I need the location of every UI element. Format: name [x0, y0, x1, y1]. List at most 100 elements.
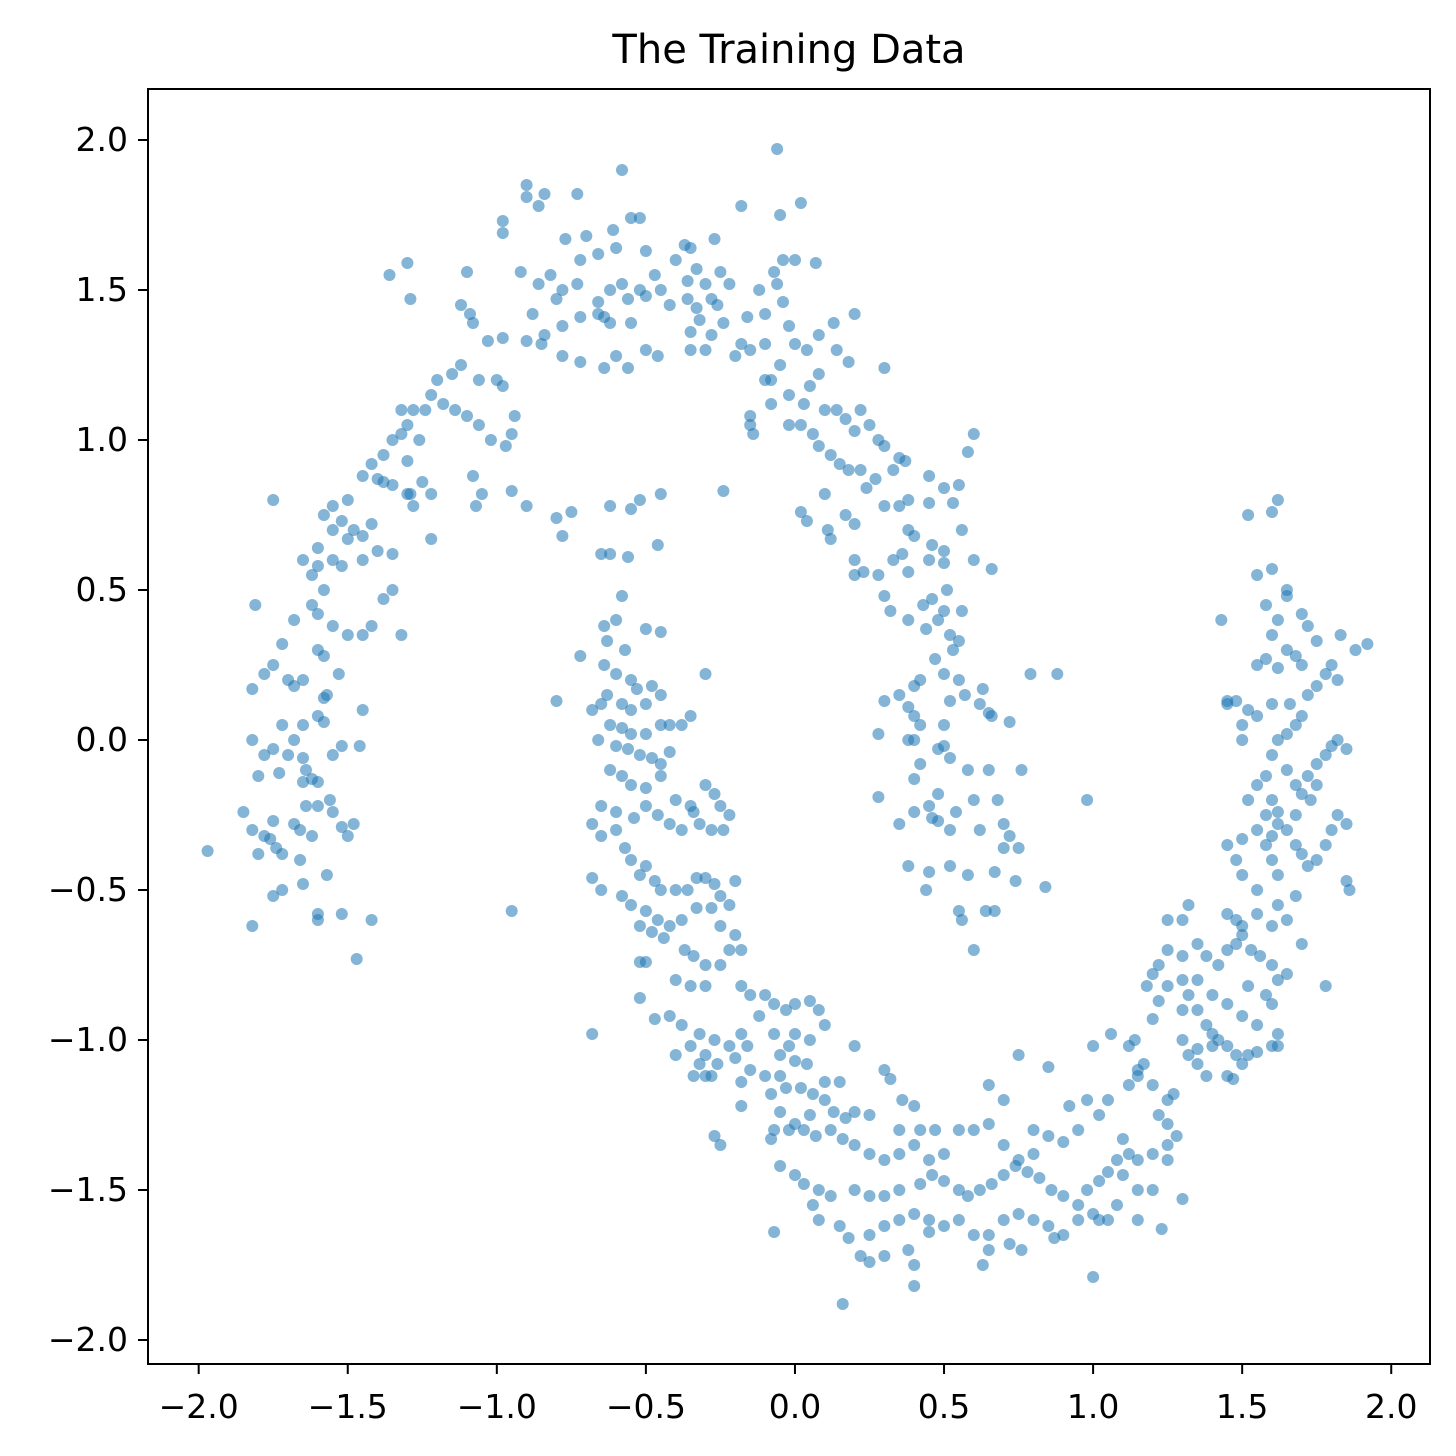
data-point: [854, 464, 867, 476]
data-point: [768, 1226, 781, 1238]
data-point: [335, 821, 348, 833]
data-point: [1176, 1004, 1189, 1016]
data-point: [902, 860, 915, 872]
data-point: [610, 806, 623, 818]
data-point: [639, 698, 652, 710]
data-point: [812, 1004, 825, 1016]
y-tick-label: 2.0: [76, 120, 128, 159]
data-point: [1167, 1088, 1180, 1100]
data-point: [663, 920, 676, 932]
data-point: [818, 404, 831, 416]
data-point: [282, 749, 295, 761]
data-point: [1266, 854, 1278, 866]
data-point: [648, 269, 661, 281]
data-point: [803, 380, 816, 392]
data-point: [735, 338, 748, 350]
data-point: [317, 716, 330, 728]
data-point: [735, 944, 748, 956]
y-axis-ticks: −2.0 −1.5 −1.0 −0.5 0.0 0.5 1.0 1.5 2.0: [48, 120, 148, 1359]
data-point: [1072, 1124, 1085, 1136]
data-point: [1280, 584, 1293, 596]
data-point: [923, 554, 936, 566]
data-point: [818, 1019, 831, 1031]
data-point: [1105, 1028, 1117, 1040]
data-point: [326, 749, 339, 761]
data-point: [908, 1259, 921, 1271]
data-point: [1280, 764, 1293, 776]
data-point: [625, 674, 637, 686]
data-point: [639, 728, 652, 740]
data-point: [717, 824, 730, 836]
data-point: [669, 884, 682, 896]
data-point: [806, 428, 819, 440]
data-point: [952, 1124, 965, 1136]
data-point: [663, 719, 676, 731]
x-tick-label: 0.0: [769, 1387, 821, 1426]
data-point: [1176, 974, 1189, 986]
data-point: [258, 749, 271, 761]
data-point: [967, 554, 980, 566]
data-point: [952, 635, 965, 647]
data-point: [985, 710, 998, 722]
data-point: [556, 350, 569, 362]
data-point: [714, 1139, 727, 1151]
data-point: [386, 548, 399, 560]
data-point: [938, 605, 950, 617]
data-point: [1251, 824, 1264, 836]
data-point: [705, 329, 718, 341]
axes-frame: [147, 88, 1431, 1365]
data-point: [267, 743, 280, 755]
data-point: [1146, 968, 1159, 980]
data-point: [952, 1184, 965, 1196]
x-tick-label: −2.0: [159, 1387, 239, 1426]
data-point: [884, 605, 897, 617]
data-point: [356, 629, 369, 641]
x-tick-label: 1.5: [1216, 1387, 1268, 1426]
data-point: [538, 188, 551, 200]
data-point: [896, 548, 909, 560]
data-point: [455, 299, 467, 311]
data-point: [1340, 743, 1353, 755]
data-point: [923, 800, 936, 812]
data-point: [780, 1082, 792, 1094]
data-point: [1251, 659, 1264, 671]
data-point: [633, 920, 646, 932]
data-point: [1191, 1058, 1204, 1070]
data-point: [878, 1190, 891, 1202]
data-point: [633, 749, 646, 761]
data-point: [595, 800, 608, 812]
data-point: [944, 752, 956, 764]
data-point: [869, 473, 882, 485]
data-point: [961, 1190, 974, 1202]
data-point: [714, 959, 727, 971]
data-point: [929, 1124, 942, 1136]
data-point: [276, 638, 289, 650]
data-point: [1012, 1049, 1025, 1061]
data-point: [574, 254, 587, 266]
data-point: [991, 794, 1004, 806]
data-point: [699, 779, 712, 791]
x-tick-label: −1.0: [457, 1387, 537, 1426]
data-point: [425, 389, 438, 401]
data-point: [1319, 668, 1332, 680]
data-point: [571, 278, 584, 290]
data-point: [893, 689, 906, 701]
data-point: [1289, 809, 1302, 821]
data-point: [1266, 506, 1278, 518]
data-point: [759, 308, 772, 320]
data-point: [729, 350, 742, 362]
data-point: [470, 500, 482, 512]
data-point: [1087, 1271, 1100, 1283]
data-point: [404, 293, 417, 305]
data-point: [311, 776, 324, 788]
data-point: [1310, 854, 1323, 866]
data-point: [729, 929, 742, 941]
data-point: [1266, 749, 1278, 761]
data-point: [985, 1178, 998, 1190]
data-point: [729, 1052, 742, 1064]
data-point: [544, 269, 557, 281]
data-point: [505, 905, 518, 917]
data-point: [1012, 842, 1025, 854]
data-point: [1161, 944, 1174, 956]
data-point: [1295, 659, 1308, 671]
